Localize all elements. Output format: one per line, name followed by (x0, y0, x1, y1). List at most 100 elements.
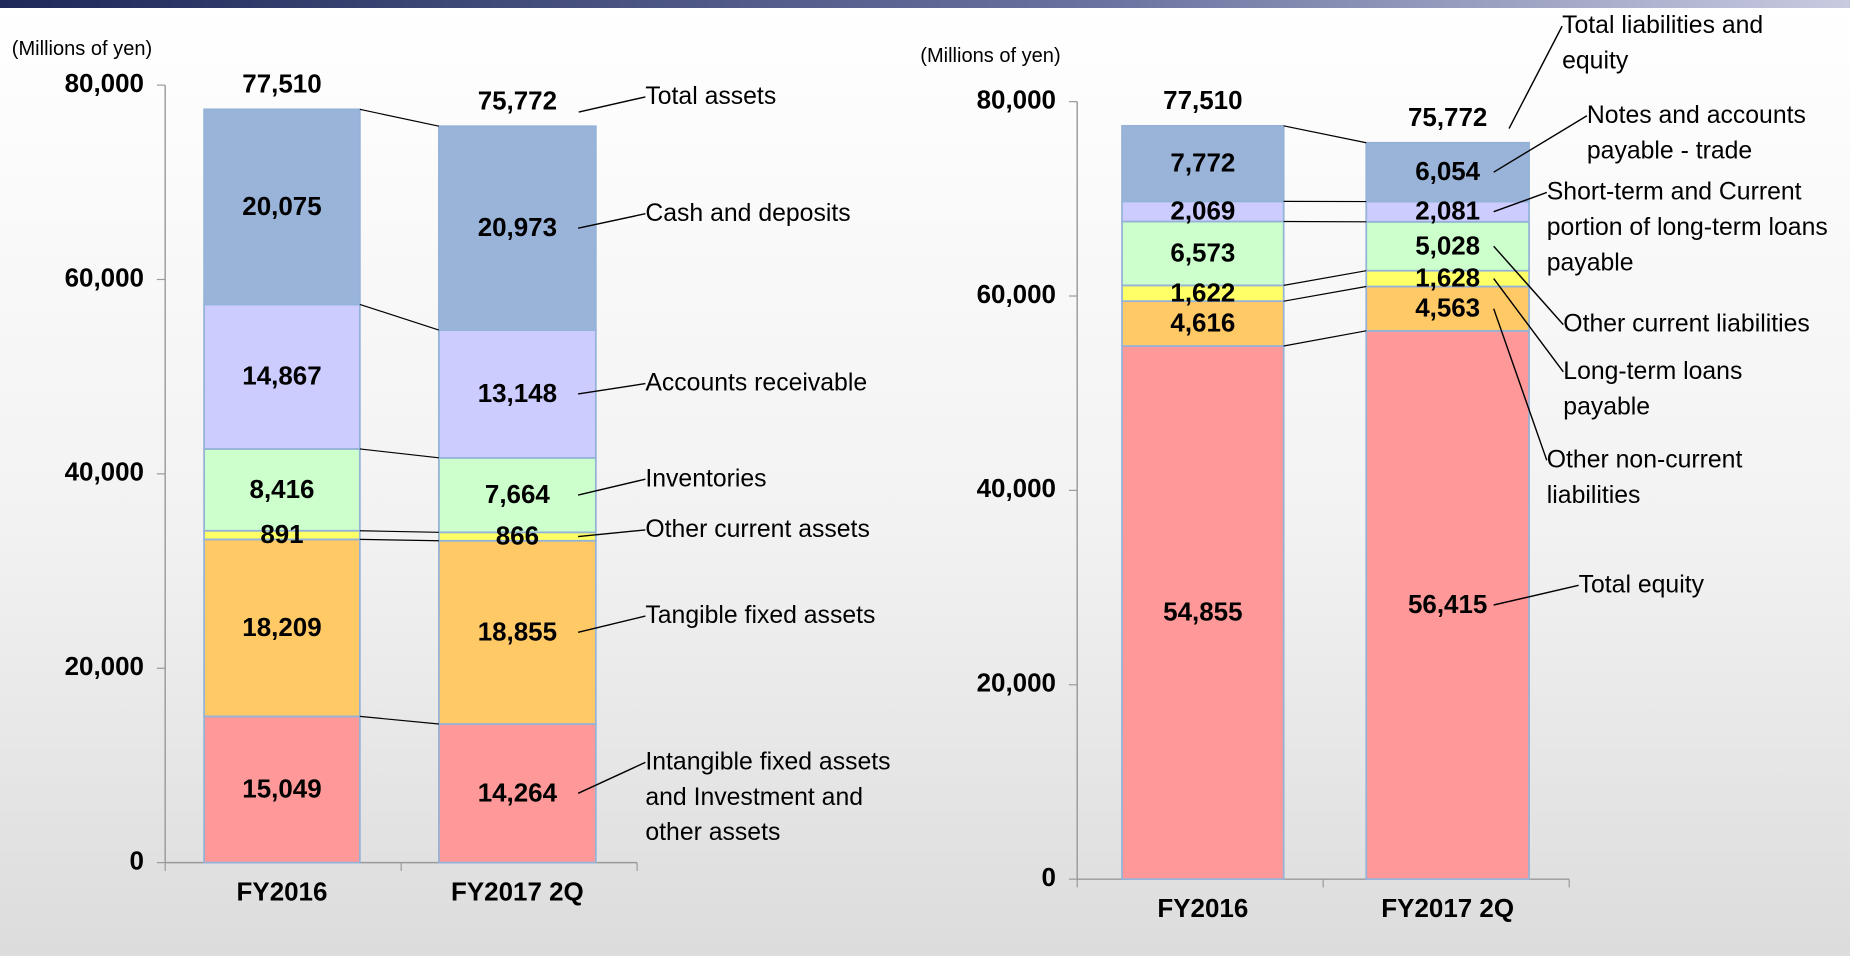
value-label: 13,148 (478, 380, 557, 408)
total-label: 75,772 (1408, 104, 1487, 132)
series-label: Cash and deposits (645, 199, 851, 227)
series-label: Other current liabilities (1563, 310, 1810, 338)
y-axis-label: (Millions of yen) (920, 45, 1060, 67)
leader-line (1493, 191, 1548, 213)
series-label-box: Accounts receivable (645, 369, 867, 396)
leader-line (578, 382, 646, 395)
leader-line (577, 213, 646, 229)
value-label: 18,855 (478, 618, 557, 646)
total-name-box: Total liabilities and equity (1562, 11, 1764, 75)
value-label: 8,416 (250, 476, 315, 504)
bar-segment (438, 723, 597, 864)
leader-line (1493, 584, 1579, 606)
leader-line (578, 96, 646, 113)
top-band (0, 0, 1850, 8)
series-label: Intangible fixed assets and Investment a… (645, 748, 891, 847)
leader-line (1493, 308, 1548, 461)
y-tick-label: 80,000 (65, 70, 144, 98)
series-label: Short-term and Current portion of long-t… (1546, 178, 1828, 277)
bar-segment (1121, 124, 1285, 203)
value-label: 20,075 (242, 193, 321, 221)
connector (359, 448, 439, 459)
bar-segment (203, 448, 361, 532)
series-label-box: Short-term and Current portion of long-t… (1546, 178, 1828, 277)
value-label: 1,628 (1415, 265, 1480, 293)
series-label: Other non-current liabilities (1546, 446, 1743, 509)
bar-segment (1365, 329, 1530, 881)
y-tick-label: 20,000 (977, 670, 1056, 698)
y-tick-label: 20,000 (65, 653, 144, 681)
value-label: 5,028 (1415, 232, 1480, 260)
value-label: 891 (260, 521, 303, 549)
bar-segment (203, 715, 361, 864)
leader-line (1493, 115, 1588, 173)
leader-line (1493, 278, 1564, 373)
bar-segment (438, 329, 597, 459)
x-tick-label: FY2016 (1157, 893, 1249, 923)
total-label: 75,772 (478, 87, 557, 115)
value-label: 54,855 (1163, 599, 1242, 627)
total-label: 77,510 (1163, 87, 1242, 115)
connector (359, 538, 439, 542)
y-tick-label: 40,000 (977, 475, 1056, 503)
leader-line (577, 761, 646, 794)
total-name-box: Total assets (645, 82, 777, 110)
x-tick-label-box: FY2017 2Q (450, 876, 584, 907)
value-label: 14,867 (242, 363, 321, 391)
connector (359, 530, 439, 533)
connector (359, 715, 439, 725)
series-label-box: Other non-current liabilities (1546, 446, 1743, 509)
y-tick-label: 60,000 (977, 281, 1056, 309)
y-tick-label: 0 (130, 847, 144, 875)
bar-segment (203, 108, 361, 306)
bar-segment (1365, 141, 1530, 203)
series-label-box: Intangible fixed assets and Investment a… (645, 748, 891, 847)
x-tick-label: FY2017 2Q (1381, 893, 1515, 923)
x-tick-label-box: FY2016 (1157, 893, 1249, 923)
value-label: 4,616 (1170, 310, 1235, 338)
total-label: 77,510 (242, 71, 321, 99)
y-tick-label: 0 (1042, 864, 1056, 892)
value-label: 20,973 (478, 214, 557, 242)
value-label: 7,772 (1170, 150, 1235, 178)
total-name: Total assets (645, 82, 777, 110)
bar-segment (1365, 285, 1530, 332)
value-label: 2,069 (1170, 197, 1235, 225)
series-label: Tangible fixed assets (645, 601, 876, 630)
leader-line (1508, 25, 1563, 129)
series-label-box: Other current assets (645, 515, 870, 543)
series-label: Inventories (645, 465, 767, 493)
series-label-box: Total equity (1578, 571, 1704, 599)
value-label: 7,664 (485, 481, 550, 509)
series-label: Long-term loans payable (1563, 357, 1743, 421)
leader-line (577, 615, 646, 634)
value-label: 18,209 (242, 614, 321, 642)
series-label: Total equity (1578, 571, 1704, 599)
x-tick-label: FY2016 (236, 876, 328, 907)
connector (1283, 330, 1367, 347)
bar-segment (1121, 300, 1285, 347)
series-label-box: Long-term loans payable (1563, 357, 1743, 421)
connector (1283, 125, 1367, 144)
value-label: 1,622 (1170, 279, 1235, 307)
value-label: 14,264 (478, 779, 558, 807)
leader-line (1493, 245, 1564, 326)
series-label-box: Notes and accounts payable - trade (1586, 101, 1806, 165)
series-label: Notes and accounts payable - trade (1586, 101, 1806, 165)
bar-segment (1121, 345, 1285, 881)
y-tick-label: 40,000 (65, 459, 144, 487)
series-label: Other current assets (645, 515, 870, 543)
value-label: 4,563 (1415, 295, 1480, 323)
connector (359, 303, 440, 331)
series-label-box: Cash and deposits (645, 199, 851, 227)
leader-line (577, 478, 646, 496)
value-label: 866 (496, 523, 539, 551)
value-label: 15,049 (242, 776, 321, 804)
bar-segment (438, 539, 597, 725)
total-name: Total liabilities and equity (1562, 11, 1764, 75)
x-tick-label-box: FY2017 2Q (1381, 893, 1515, 923)
y-tick-label: 60,000 (65, 264, 144, 292)
x-tick-label: FY2017 2Q (450, 876, 584, 907)
